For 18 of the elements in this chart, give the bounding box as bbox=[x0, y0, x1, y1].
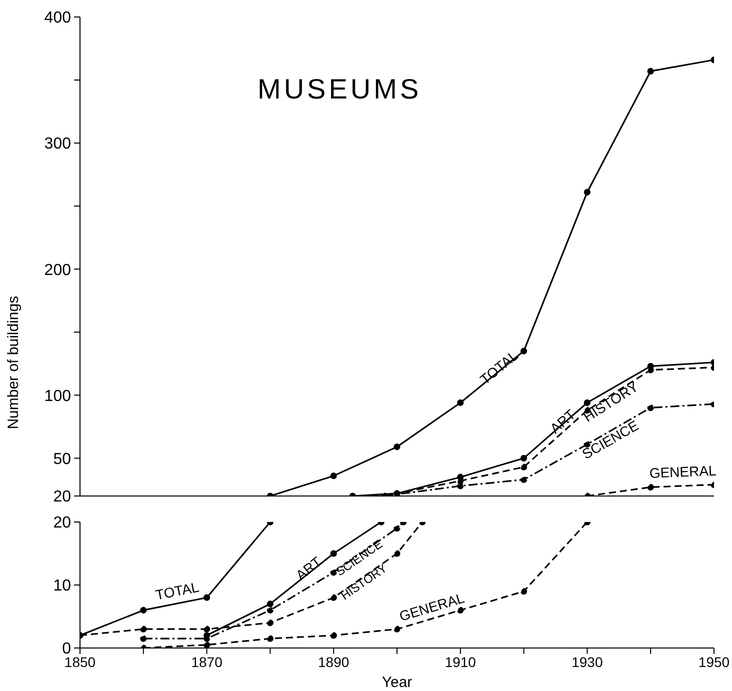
series-label: GENERAL bbox=[649, 462, 717, 481]
x-tick-label: 1890 bbox=[318, 654, 350, 670]
y-tick-label: 300 bbox=[44, 136, 72, 153]
text: MUSEUMS bbox=[258, 74, 422, 105]
y-axis-title: Number of buildings bbox=[5, 296, 22, 430]
y-tick-label: 20 bbox=[53, 514, 72, 532]
text: TOTAL bbox=[154, 578, 200, 603]
y-tick-label: 100 bbox=[44, 388, 72, 405]
x-tick-label: 1910 bbox=[444, 654, 476, 670]
y-tick-label: 20 bbox=[53, 488, 72, 506]
y-tick-label: 10 bbox=[53, 578, 72, 595]
x-tick-label: 1870 bbox=[191, 654, 223, 670]
x-tick-label: 1930 bbox=[572, 654, 603, 670]
x-tick-label: 1950 bbox=[698, 654, 730, 670]
y-tick-label: 200 bbox=[44, 262, 72, 279]
y-tick-label: 400 bbox=[44, 10, 72, 27]
x-axis-title: Year bbox=[382, 674, 412, 691]
y-tick-label: 50 bbox=[53, 450, 72, 468]
